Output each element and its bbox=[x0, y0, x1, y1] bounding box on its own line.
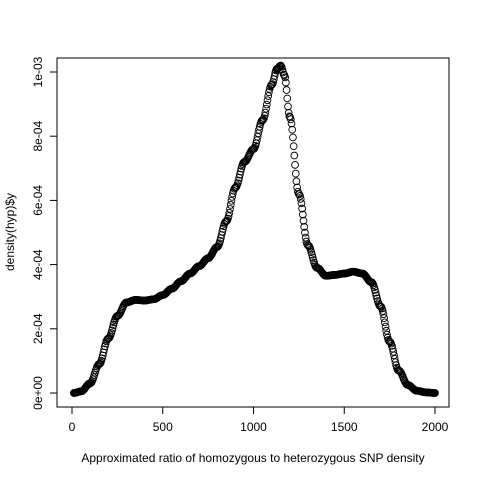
y-axis: 0e+00 2e-04 4e-04 6e-04 8e-04 1e-03 bbox=[31, 56, 58, 410]
data-point bbox=[282, 86, 291, 94]
data-point bbox=[265, 88, 273, 97]
data-point bbox=[296, 192, 304, 200]
data-point bbox=[291, 161, 299, 169]
data-point bbox=[284, 102, 292, 111]
data-point bbox=[296, 195, 305, 203]
data-point bbox=[300, 223, 309, 231]
x-tick-label: 2000 bbox=[422, 420, 449, 434]
data-point bbox=[262, 104, 270, 113]
data-point bbox=[389, 347, 398, 356]
x-axis: 0 500 1000 1500 2000 bbox=[69, 406, 449, 434]
data-point bbox=[263, 96, 272, 105]
data-point bbox=[299, 216, 308, 225]
data-point bbox=[380, 318, 389, 327]
data-point bbox=[281, 73, 290, 82]
data-points bbox=[69, 61, 439, 397]
data-point bbox=[298, 210, 307, 219]
data-point bbox=[286, 115, 295, 124]
data-point bbox=[298, 204, 306, 213]
data-point bbox=[217, 231, 226, 239]
data-point bbox=[261, 108, 270, 117]
data-point bbox=[225, 208, 234, 217]
x-axis-title: Approximated ratio of homozygous to hete… bbox=[81, 451, 424, 465]
data-point bbox=[269, 78, 277, 86]
y-tick-label: 0e+00 bbox=[31, 376, 45, 410]
data-point bbox=[291, 169, 300, 178]
data-point bbox=[259, 115, 268, 124]
data-point bbox=[231, 183, 240, 192]
y-tick-label: 8e-04 bbox=[31, 121, 45, 152]
plot-frame bbox=[56, 57, 450, 408]
data-point bbox=[277, 61, 285, 70]
data-point bbox=[372, 291, 381, 300]
data-point bbox=[289, 133, 297, 142]
data-point bbox=[288, 125, 297, 134]
data-point bbox=[224, 212, 233, 220]
y-tick-label: 1e-03 bbox=[31, 56, 45, 87]
data-point bbox=[371, 286, 379, 294]
data-point bbox=[378, 307, 387, 315]
x-tick-label: 500 bbox=[153, 420, 173, 434]
data-point bbox=[226, 201, 235, 209]
data-point bbox=[381, 322, 390, 331]
data-point bbox=[226, 205, 234, 213]
data-point bbox=[292, 177, 301, 186]
data-point bbox=[283, 94, 292, 103]
data-point bbox=[227, 196, 236, 205]
data-point bbox=[371, 288, 380, 297]
data-point bbox=[270, 72, 279, 80]
data-point bbox=[234, 176, 243, 185]
y-axis-title: density(hyp)$y bbox=[3, 193, 17, 271]
data-point bbox=[379, 310, 388, 319]
x-tick-label: 1500 bbox=[331, 420, 358, 434]
data-point bbox=[274, 64, 282, 73]
data-point bbox=[255, 126, 263, 134]
data-point bbox=[218, 228, 227, 236]
y-tick-label: 6e-04 bbox=[31, 185, 45, 216]
data-point bbox=[301, 228, 309, 237]
data-point bbox=[431, 389, 439, 397]
x-tick-label: 0 bbox=[69, 420, 76, 434]
data-point bbox=[236, 170, 244, 179]
data-point bbox=[376, 302, 385, 311]
data-point bbox=[304, 241, 313, 250]
x-tick-label: 1000 bbox=[240, 420, 267, 434]
data-point bbox=[289, 142, 298, 151]
data-point bbox=[383, 330, 391, 339]
data-point bbox=[385, 337, 394, 346]
data-point bbox=[290, 151, 299, 160]
data-point bbox=[287, 119, 296, 128]
data-point bbox=[98, 354, 106, 363]
data-point bbox=[388, 341, 396, 350]
data-point bbox=[391, 358, 400, 367]
data-point bbox=[282, 78, 290, 87]
data-point bbox=[100, 345, 109, 354]
data-point bbox=[216, 237, 224, 245]
data-point bbox=[262, 100, 271, 109]
data-point bbox=[380, 314, 388, 322]
y-tick-label: 4e-04 bbox=[31, 249, 45, 280]
data-point bbox=[236, 167, 245, 176]
data-point bbox=[260, 111, 269, 120]
y-tick-label: 2e-04 bbox=[31, 313, 45, 344]
data-point bbox=[297, 199, 306, 208]
